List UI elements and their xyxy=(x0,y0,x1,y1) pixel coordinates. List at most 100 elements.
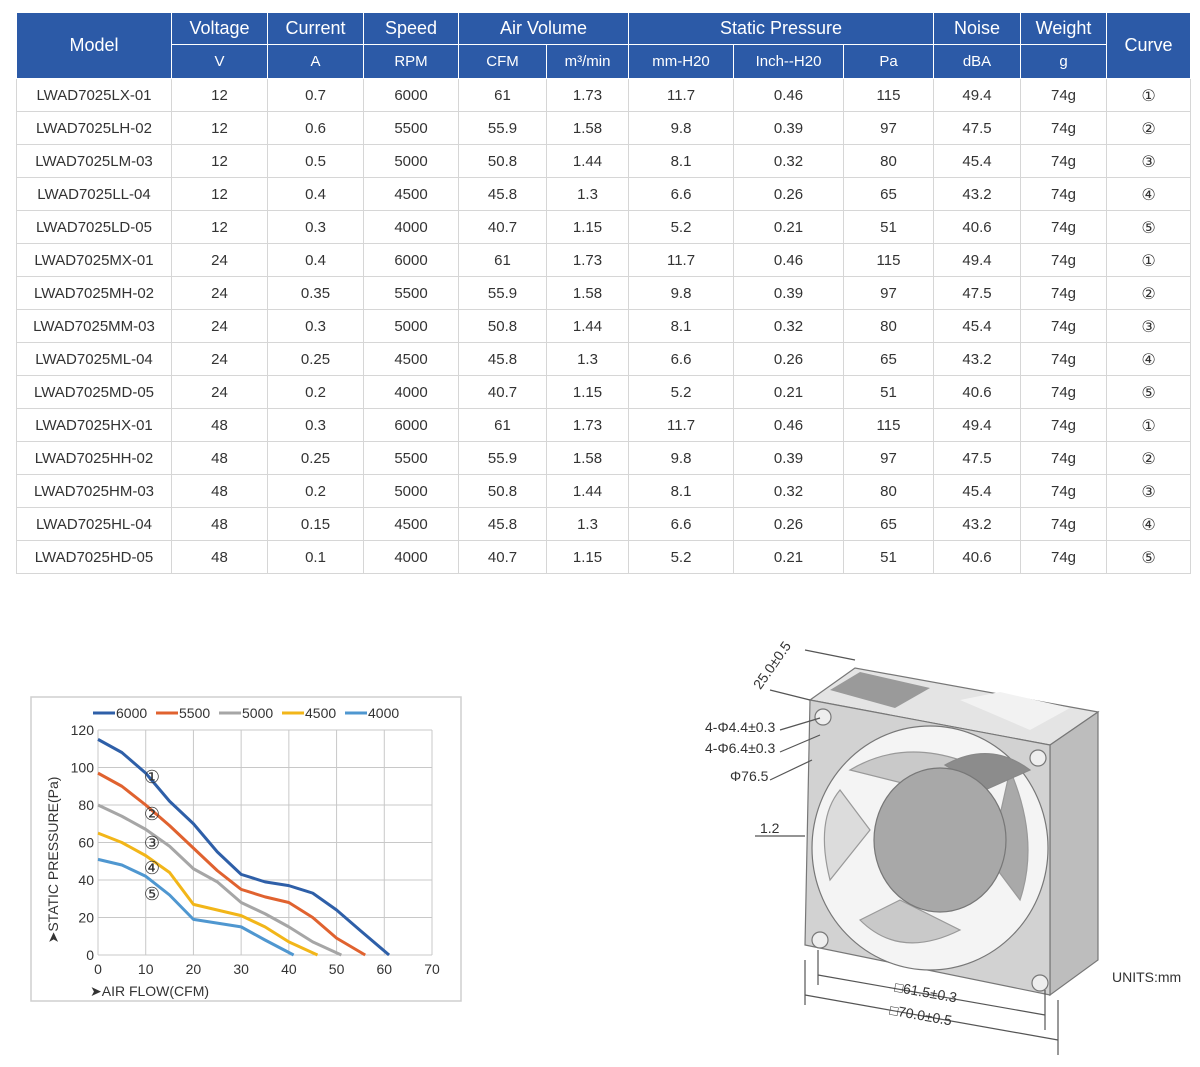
table-cell: 0.46 xyxy=(733,78,845,112)
table-cell: 8.1 xyxy=(628,309,735,343)
table-cell: 45.8 xyxy=(458,507,547,541)
table-cell: 50.8 xyxy=(458,474,547,508)
table-cell: 6.6 xyxy=(628,177,735,211)
curve-label: ① xyxy=(144,767,160,788)
x-tick-label: 70 xyxy=(424,961,440,977)
table-cell: 11.7 xyxy=(628,408,735,442)
table-cell: ③ xyxy=(1106,144,1192,178)
table-cell: 74g xyxy=(1020,507,1108,541)
table-cell: 45.8 xyxy=(458,177,547,211)
y-tick-label: 60 xyxy=(78,835,94,851)
header-cell: Noise xyxy=(933,12,1022,45)
table-cell: ③ xyxy=(1106,474,1192,508)
table-cell: 0.32 xyxy=(733,309,845,343)
table-cell: 80 xyxy=(843,474,935,508)
table-cell: 0.6 xyxy=(267,111,364,145)
table-cell: 0.3 xyxy=(267,210,364,244)
dim-label: □61.5±0.3 xyxy=(894,979,959,1006)
dim-label: 1.2 xyxy=(760,820,780,836)
table-cell: 5.2 xyxy=(628,210,735,244)
table-cell: 48 xyxy=(171,474,268,508)
table-cell: 45.4 xyxy=(933,474,1022,508)
unit-cell: dBA xyxy=(933,44,1022,79)
series-line xyxy=(97,803,342,957)
table-cell: LWAD7025LX-01 xyxy=(16,78,172,112)
table-row: LWAD7025LX-01 12 0.7 6000 61 1.73 11.7 0.46 115 4… xyxy=(16,78,1192,112)
table-cell: LWAD7025HD-05 xyxy=(16,540,172,574)
table-cell: 1.3 xyxy=(545,507,630,541)
table-cell: 5500 xyxy=(363,111,459,145)
table-cell: ⑤ xyxy=(1106,540,1192,574)
table-row: LWAD7025HX-01 48 0.3 6000 61 1.73 11.7 0.46 115 4… xyxy=(16,408,1192,442)
x-tick-label: 60 xyxy=(376,961,392,977)
table-cell: 51 xyxy=(843,210,935,244)
table-cell: LWAD7025MX-01 xyxy=(16,243,172,277)
series-line xyxy=(97,857,295,957)
x-tick-label: 50 xyxy=(329,961,345,977)
table-cell: 24 xyxy=(171,342,268,376)
dim-label: 4-Φ4.4±0.3 xyxy=(705,719,775,735)
y-tick-label: 20 xyxy=(78,910,94,926)
table-row: LWAD7025MX-01 24 0.4 6000 61 1.73 11.7 0.46 115 4… xyxy=(16,243,1192,277)
table-cell: 24 xyxy=(171,375,268,409)
spec-table: Model Voltage Current Speed Air Volume S… xyxy=(16,12,1192,574)
unit-cell: m³/min xyxy=(545,44,630,79)
table-cell: 0.4 xyxy=(267,243,364,277)
table-row: LWAD7025HL-04 48 0.15 4500 45.8 1.3 6.6 0.26 65 4… xyxy=(16,507,1192,541)
unit-cell: Pa xyxy=(843,44,935,79)
x-tick-label: 40 xyxy=(281,961,297,977)
series-line xyxy=(97,738,391,957)
table-cell: 0.39 xyxy=(733,111,845,145)
table-cell: 61 xyxy=(458,78,547,112)
x-axis-label: ➤AIR FLOW(CFM) xyxy=(90,983,209,999)
table-cell: 1.73 xyxy=(545,408,630,442)
table-cell: 0.5 xyxy=(267,144,364,178)
table-cell: 0.2 xyxy=(267,375,364,409)
table-cell: 115 xyxy=(843,408,935,442)
header-cell: Curve xyxy=(1106,12,1192,79)
table-cell: 0.25 xyxy=(267,441,364,475)
header-cell: Air Volume xyxy=(457,12,630,45)
table-cell: 0.39 xyxy=(733,441,845,475)
table-cell: 8.1 xyxy=(628,474,735,508)
unit-cell: RPM xyxy=(363,44,459,79)
table-cell: 74g xyxy=(1020,78,1108,112)
table-cell: 0.32 xyxy=(733,144,845,178)
table-cell: LWAD7025MD-05 xyxy=(16,375,172,409)
y-axis-label: ➤STATIC PRESSURE(Pa) xyxy=(45,777,61,944)
table-cell: 6000 xyxy=(363,243,459,277)
unit-cell: V xyxy=(171,44,268,79)
table-cell: ④ xyxy=(1106,177,1192,211)
table-cell: ① xyxy=(1106,78,1192,112)
table-cell: LWAD7025HL-04 xyxy=(16,507,172,541)
table-cell: 1.73 xyxy=(545,243,630,277)
table-cell: 4000 xyxy=(363,540,459,574)
table-cell: 4500 xyxy=(363,342,459,376)
table-cell: 9.8 xyxy=(628,276,735,310)
table-cell: 0.46 xyxy=(733,408,845,442)
table-cell: 5000 xyxy=(363,309,459,343)
table-cell: ② xyxy=(1106,276,1192,310)
table-cell: 65 xyxy=(843,177,935,211)
x-tick-label: 10 xyxy=(138,961,154,977)
table-cell: 74g xyxy=(1020,408,1108,442)
table-row: LWAD7025LD-05 12 0.3 4000 40.7 1.15 5.2 0.21 51 4… xyxy=(16,210,1192,244)
legend-label: 4500 xyxy=(305,705,336,721)
table-cell: 0.26 xyxy=(733,507,845,541)
legend-label: 5500 xyxy=(179,705,210,721)
table-cell: 9.8 xyxy=(628,441,735,475)
table-cell: 43.2 xyxy=(933,507,1022,541)
table-cell: 65 xyxy=(843,342,935,376)
table-cell: 5.2 xyxy=(628,375,735,409)
table-cell: ① xyxy=(1106,243,1192,277)
table-cell: 47.5 xyxy=(933,111,1022,145)
table-cell: 74g xyxy=(1020,441,1108,475)
table-cell: 48 xyxy=(171,540,268,574)
x-tick-label: 30 xyxy=(233,961,249,977)
series-line xyxy=(97,771,366,957)
dim-label: 25.0±0.5 xyxy=(750,638,794,692)
table-cell: 1.3 xyxy=(545,342,630,376)
y-tick-label: 100 xyxy=(71,760,95,776)
